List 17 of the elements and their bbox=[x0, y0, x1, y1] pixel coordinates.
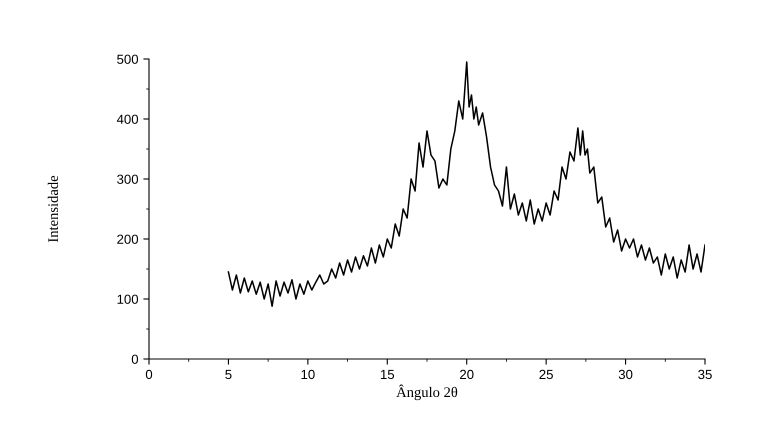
x-tick-label: 15 bbox=[380, 370, 394, 380]
x-axis-title: Ângulo 2θ bbox=[396, 384, 458, 400]
y-tick-label: 0 bbox=[132, 354, 138, 364]
x-tick-label: 30 bbox=[618, 370, 632, 380]
x-tick-label: 10 bbox=[302, 370, 315, 380]
x-tick-label: 20 bbox=[460, 370, 474, 380]
x-tick-label: 0 bbox=[146, 370, 152, 380]
y-tick-label: 100 bbox=[118, 294, 138, 304]
y-axis-title: Intensidade bbox=[48, 176, 58, 242]
y-tick-label: 400 bbox=[116, 114, 138, 124]
x-tick-label: 5 bbox=[225, 370, 232, 380]
y-tick-label: 500 bbox=[117, 54, 138, 64]
line-series bbox=[228, 61, 705, 307]
y-tick-label: 200 bbox=[117, 234, 138, 244]
x-tick-label: 25 bbox=[539, 370, 553, 380]
y-tick-label: 300 bbox=[117, 174, 138, 184]
x-tick-label: 35 bbox=[698, 370, 712, 380]
